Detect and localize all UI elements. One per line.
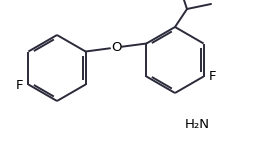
Text: H₂N: H₂N xyxy=(184,118,210,132)
Text: F: F xyxy=(209,70,216,83)
Text: F: F xyxy=(16,79,23,92)
Text: O: O xyxy=(111,41,121,54)
